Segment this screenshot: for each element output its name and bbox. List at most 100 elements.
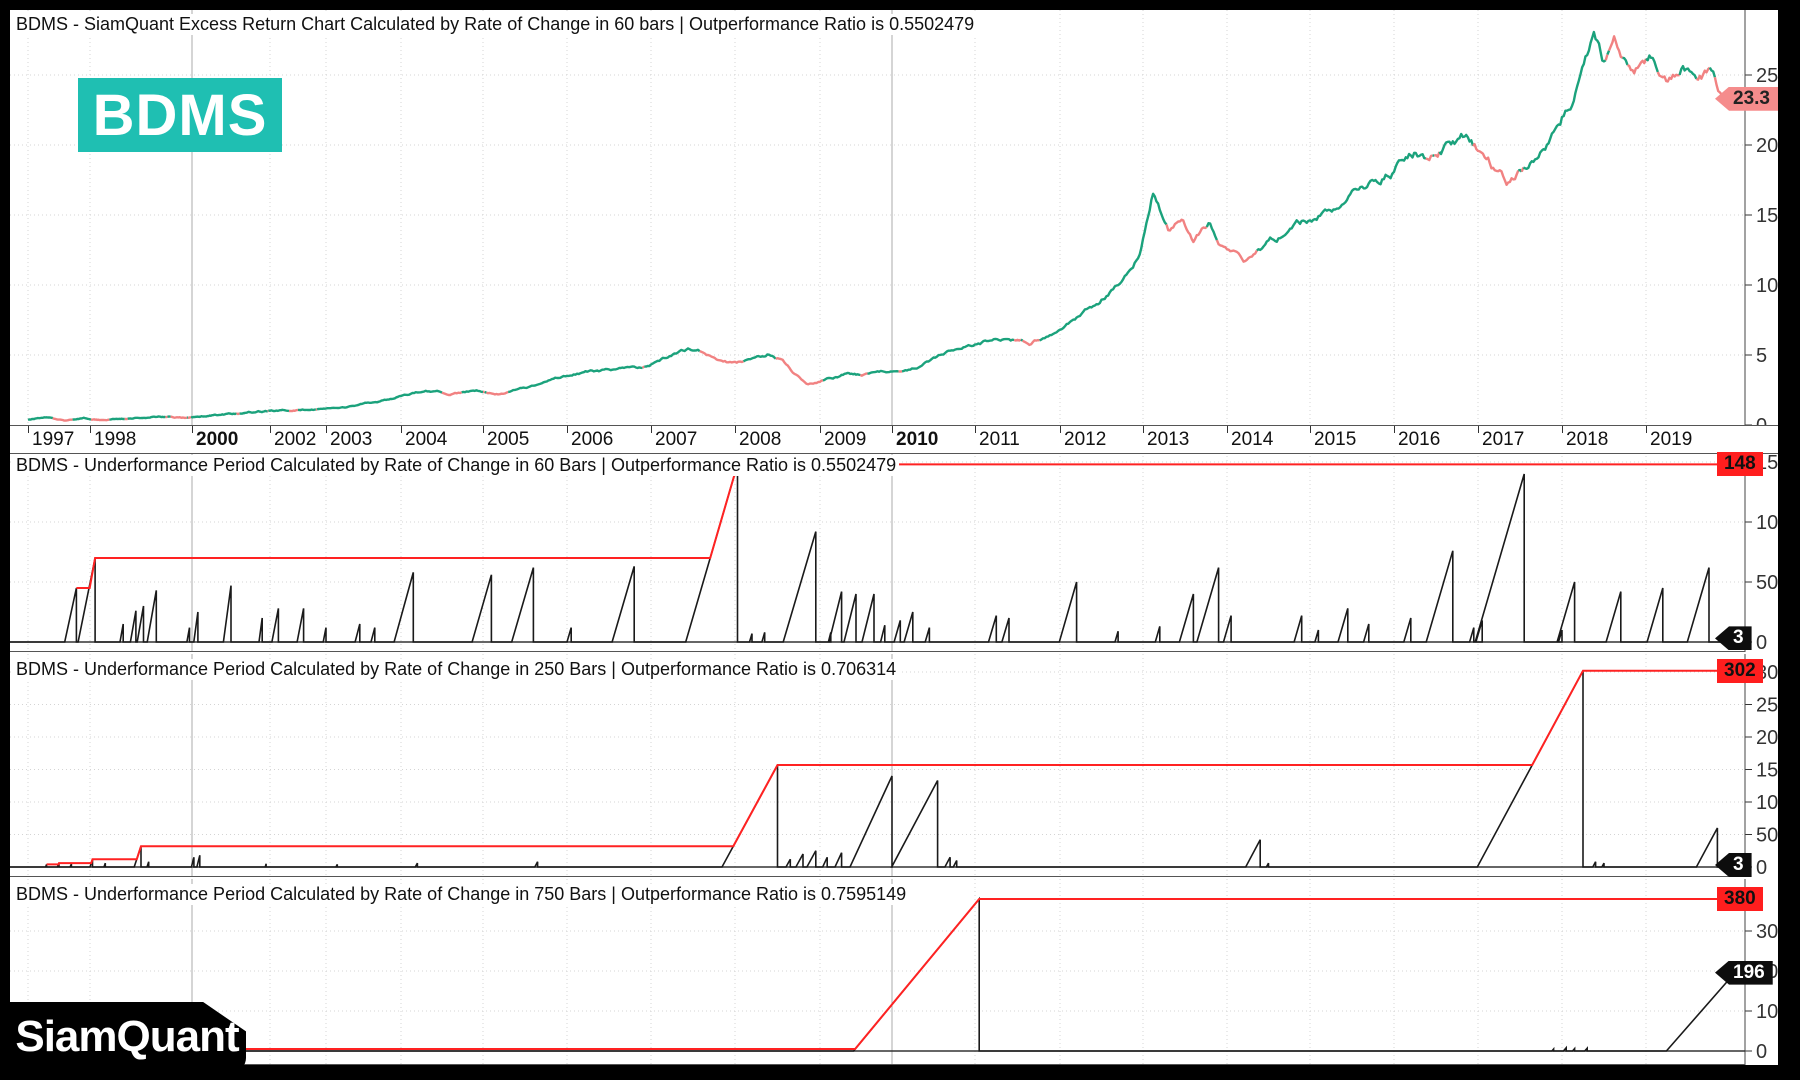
x-axis-year-label-2013: 2013 [1147,429,1190,450]
excess-return-series [1708,66,1717,78]
excess-return-series [27,416,54,422]
excess-return-tag-23.3: 23.3 [1715,86,1778,111]
excess-return-series [127,415,166,420]
x-axis-year-label-2005: 2005 [487,429,530,450]
excess-return-series [461,389,484,394]
x-axis-year-label-2002: 2002 [274,429,317,450]
excess-return-series [1678,64,1698,80]
excess-return-series [1165,218,1208,244]
y-axis-label: 250 [1756,695,1778,717]
underperformance-750-tag-380: 380 [1717,887,1763,911]
x-axis-year-label-2003: 2003 [330,429,373,450]
x-axis-tick-2015 [1310,426,1311,433]
plot-underperformance-750[interactable]: 0100200300 [10,879,1778,1065]
plot-excess-return[interactable]: 0 5 10 15 20 25 [10,10,1778,425]
excess-return-series [644,347,701,368]
panel-title-excess-return: BDMS - SiamQuant Excess Return Chart Cal… [13,14,978,35]
excess-return-series [109,417,125,421]
x-axis-year-label-2000: 2000 [196,429,239,450]
excess-return-series [1256,151,1427,252]
underperformance-250-tag-302: 302 [1717,658,1763,683]
excess-return-series [187,415,192,419]
excess-return-series [1020,338,1024,342]
x-axis-year-label-2014: 2014 [1231,429,1274,450]
x-axis-tick-2003 [326,426,327,433]
excess-return-series [867,369,899,375]
ticker-badge: BDMS [78,78,282,152]
underperformance-250-series [10,670,1727,868]
excess-return-series [901,337,1015,373]
excess-return-series [1656,71,1680,83]
x-axis-tick-2019 [1646,426,1647,433]
excess-return-series [1645,54,1659,73]
x-axis-tick-2017 [1478,426,1479,433]
excess-return-series [1695,66,1711,81]
x-axis-tick-2007 [651,426,652,433]
y-axis-label: 0 [1756,1041,1767,1063]
y-axis-label: 300 [1756,921,1778,943]
x-axis-tick-2011 [975,426,976,433]
excess-return-series [239,409,269,415]
chart-canvas: BDMS - SiamQuant Excess Return Chart Cal… [10,10,1778,1065]
excess-return-series [1626,58,1648,75]
y-axis-label: 0 [1756,857,1767,877]
excess-return-series [1622,56,1629,66]
x-axis-year-label-2008: 2008 [739,429,782,450]
x-axis-tick-2000 [192,426,193,433]
excess-return-series [1522,30,1607,171]
underperformance-750-tag-196: 196 [1715,960,1773,985]
excess-return-series [742,353,777,363]
x-axis-year-label-2006: 2006 [571,429,614,450]
y-axis-label: 50 [1756,572,1778,594]
excess-return-series [1607,35,1624,59]
x-axis-tick-2005 [483,426,484,433]
excess-return-series [822,371,861,382]
excess-return-series [1013,338,1022,342]
x-axis-tick-2008 [735,426,736,433]
x-axis-year-label-2017: 2017 [1482,429,1525,450]
underperformance-750-max-line [37,898,1736,1050]
y-axis-label: 0 [1756,415,1767,425]
excess-return-series [859,372,868,377]
excess-return-series [485,390,509,396]
x-axis-year-label-2018: 2018 [1566,429,1609,450]
y-axis-label: 25 [1756,65,1778,87]
x-axis-tick-2009 [820,426,821,433]
excess-return-series [190,412,237,419]
x-axis-tick-2010 [892,426,893,433]
x-axis-year-label-2019: 2019 [1650,429,1693,450]
excess-return-series [1604,54,1609,61]
plot-underperformance-250[interactable]: 050100150200250300 [10,654,1778,877]
y-axis-label: 20 [1756,135,1778,157]
y-axis-label: 10 [1756,275,1778,297]
excess-return-series [297,408,316,412]
excess-return-series [775,357,823,386]
excess-return-series [1205,221,1219,241]
x-axis-year-label-2010: 2010 [896,429,939,450]
excess-return-series [1472,142,1520,187]
excess-return-series [316,389,443,411]
y-axis-label: 150 [1756,760,1778,782]
x-axis-tick-1997 [28,426,29,433]
excess-return-series [1434,151,1441,158]
y-axis-label: 15 [1756,205,1778,227]
excess-return-series [90,418,110,422]
x-axis-tick-2012 [1060,426,1061,433]
excess-return-series [1438,132,1475,156]
x-axis-year-label-1998: 1998 [94,429,137,450]
x-axis-year-label-2012: 2012 [1064,429,1107,450]
underperformance-250-max-line [46,669,1736,866]
excess-return-series [170,415,188,420]
x-axis-year-strip: 1997 1998 2000 2002 2003 2004 2005 2006 2007 2008… [10,425,1778,454]
plot-underperformance-60[interactable]: 050100150 [10,452,1778,652]
underperformance-60-max-line [76,463,1736,589]
x-axis-year-label-2016: 2016 [1398,429,1441,450]
y-axis-label: 200 [1756,727,1778,749]
x-axis-year-label-2007: 2007 [655,429,698,450]
y-axis-label: 0 [1756,632,1767,652]
excess-return-series [641,365,646,369]
excess-return-series [1021,338,1040,347]
underperformance-750-series [10,896,1736,1052]
y-axis-label: 50 [1756,825,1778,847]
excess-return-series [289,408,299,413]
